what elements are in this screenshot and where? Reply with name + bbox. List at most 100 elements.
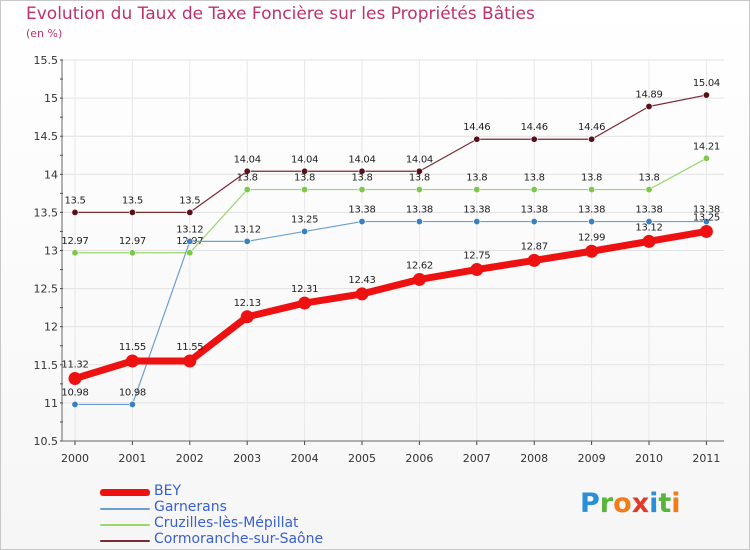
data-label-garnerans: 13.38 [693, 205, 720, 216]
legend-swatch [100, 524, 150, 526]
data-point-garnerans [645, 218, 653, 226]
data-point-cormoranche-sur-saone [243, 167, 251, 175]
data-label-bey: 11.32 [61, 360, 88, 371]
data-point-cormoranche-sur-saone [473, 135, 481, 143]
x-tick-label: 2003 [233, 452, 261, 465]
data-point-bey [240, 310, 254, 324]
data-label-garnerans: 13.38 [463, 205, 490, 216]
series-line-garnerans [74, 220, 708, 406]
data-label-garnerans: 13.38 [578, 205, 605, 216]
data-label-cormoranche-sur-saone: 13.5 [64, 195, 85, 206]
data-point-garnerans [358, 218, 366, 226]
data-label-garnerans: 13.12 [176, 224, 203, 235]
data-label-bey: 13.25 [693, 212, 720, 223]
data-point-garnerans [415, 218, 423, 226]
data-point-cormoranche-sur-saone [128, 208, 136, 216]
data-label-bey: 13.12 [635, 222, 662, 233]
data-label-cormoranche-sur-saone: 13.5 [122, 195, 143, 206]
legend-item: Cormoranche-sur-Saône [100, 531, 400, 548]
y-tick-label: 15.5 [34, 54, 59, 67]
y-tick-label: 14.5 [34, 130, 59, 143]
data-label-cormoranche-sur-saone: 14.04 [406, 154, 433, 165]
chart-legend: BEY Garnerans Cruzilles-lès-Mépillat Cormor… [100, 483, 400, 548]
x-tick-label: 2008 [520, 452, 548, 465]
data-point-garnerans [243, 237, 251, 245]
data-point-cruzilles-les-mepillat [71, 249, 79, 257]
logo-letter: r [599, 488, 614, 519]
data-label-cormoranche-sur-saone: 14.46 [463, 122, 490, 133]
y-tick-label: 11 [44, 397, 58, 410]
data-point-bey [298, 296, 312, 310]
y-tick-label: 13.5 [34, 206, 59, 219]
data-label-garnerans: 13.12 [234, 224, 261, 235]
series-line-cormoranche-sur-saone [74, 94, 708, 213]
data-point-bey [470, 263, 484, 277]
x-tick-label: 2006 [405, 452, 433, 465]
data-point-garnerans [702, 218, 710, 226]
x-tick-label: 2007 [463, 452, 491, 465]
data-point-bey [699, 224, 713, 238]
legend-item: Garnerans [100, 499, 400, 516]
data-label-cormoranche-sur-saone: 13.5 [179, 195, 200, 206]
data-label-garnerans: 13.38 [635, 205, 662, 216]
legend-swatch [100, 489, 150, 496]
legend-label: Garnerans [154, 499, 227, 515]
data-point-cruzilles-les-mepillat [702, 154, 710, 162]
data-label-bey: 12.62 [406, 260, 433, 271]
x-tick-label: 2001 [118, 452, 146, 465]
data-label-cormoranche-sur-saone: 14.46 [521, 122, 548, 133]
data-point-bey [355, 287, 369, 301]
data-point-bey [527, 253, 541, 267]
data-label-cruzilles-les-mepillat: 13.8 [237, 173, 258, 184]
data-point-cormoranche-sur-saone [358, 167, 366, 175]
data-label-cormoranche-sur-saone: 15.04 [693, 78, 720, 89]
data-label-bey: 11.55 [176, 342, 203, 353]
data-point-cruzilles-les-mepillat [128, 249, 136, 257]
data-label-garnerans: 10.98 [61, 387, 88, 398]
data-label-garnerans: 13.38 [348, 205, 375, 216]
data-point-garnerans [530, 218, 538, 226]
data-label-cormoranche-sur-saone: 14.04 [234, 154, 261, 165]
data-point-bey [412, 272, 426, 286]
data-point-cruzilles-les-mepillat [301, 186, 309, 194]
data-point-cruzilles-les-mepillat [243, 186, 251, 194]
data-point-garnerans [301, 227, 309, 235]
data-point-cruzilles-les-mepillat [358, 186, 366, 194]
data-point-garnerans [128, 400, 136, 408]
data-label-bey: 12.87 [521, 241, 548, 252]
data-label-cruzilles-les-mepillat: 13.8 [638, 173, 659, 184]
data-point-cormoranche-sur-saone [415, 167, 423, 175]
y-tick-label: 12 [44, 321, 58, 334]
data-label-garnerans: 13.38 [406, 205, 433, 216]
x-tick-label: 2002 [176, 452, 204, 465]
data-label-cruzilles-les-mepillat: 12.97 [61, 236, 88, 247]
logo-letter: P [580, 488, 600, 519]
data-label-cruzilles-les-mepillat: 12.97 [119, 236, 146, 247]
y-tick-label: 15 [44, 92, 58, 105]
data-label-cruzilles-les-mepillat: 13.8 [524, 173, 545, 184]
y-tick-label: 11.5 [34, 359, 59, 372]
legend-label: Cormoranche-sur-Saône [154, 531, 324, 547]
x-tick-label: 2011 [692, 452, 720, 465]
data-label-cormoranche-sur-saone: 14.04 [348, 154, 375, 165]
data-point-cruzilles-les-mepillat [415, 186, 423, 194]
legend-label: BEY [154, 483, 182, 499]
y-tick-label: 12.5 [34, 283, 59, 296]
data-label-bey: 12.31 [291, 284, 318, 295]
data-point-cormoranche-sur-saone [588, 135, 596, 143]
data-label-bey: 12.99 [578, 232, 605, 243]
y-tick-label: 13 [44, 245, 58, 258]
data-point-cormoranche-sur-saone [186, 208, 194, 216]
proxiti-logo: Proxiti [580, 488, 681, 519]
logo-letter: x [631, 488, 650, 519]
logo-letter: i [649, 488, 659, 519]
data-label-cruzilles-les-mepillat: 14.21 [693, 141, 720, 152]
x-tick-label: 2000 [61, 452, 89, 465]
data-label-cruzilles-les-mepillat: 13.8 [466, 173, 487, 184]
legend-item: BEY [100, 483, 400, 500]
data-label-cormoranche-sur-saone: 14.89 [635, 89, 662, 100]
legend-label: Cruzilles-lès-Mépillat [154, 515, 299, 531]
unit-label: (en %) [26, 27, 63, 40]
